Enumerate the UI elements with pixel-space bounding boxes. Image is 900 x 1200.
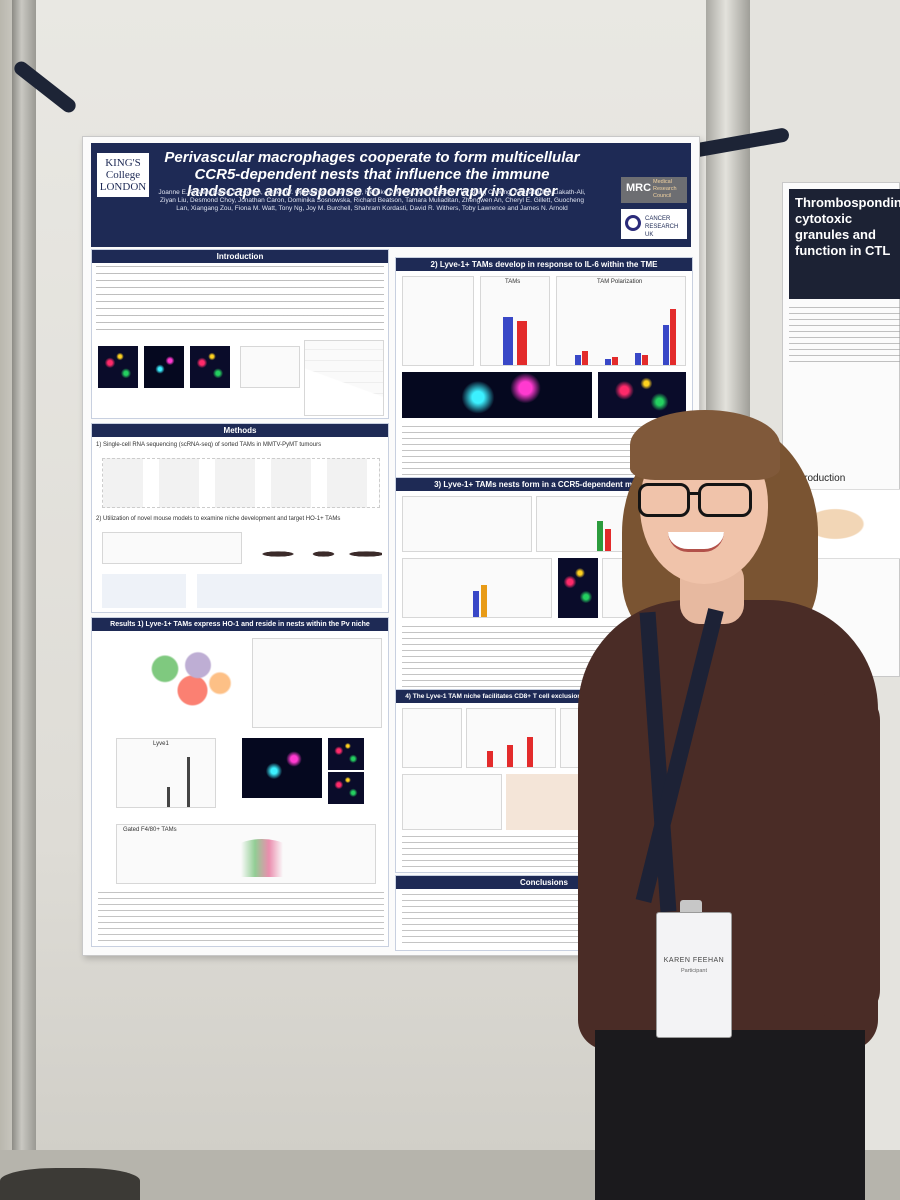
scrnaseq-workflow — [102, 458, 380, 508]
ho1-histogram — [227, 839, 297, 877]
zoom-image-1 — [328, 738, 364, 770]
glasses-bridge — [689, 492, 699, 495]
methods-item-2: 2) Utilization of novel mouse models to … — [96, 516, 341, 522]
section3-charts-a — [402, 496, 532, 552]
bar-green — [597, 521, 603, 551]
results1-caption — [98, 892, 384, 942]
mrc-logo: MRC Medical Research Council — [621, 177, 687, 203]
intro-panel: Introduction — [91, 249, 389, 419]
merge-image — [190, 346, 230, 388]
zoom-image-2 — [328, 772, 364, 804]
bar-4 — [612, 357, 618, 365]
fringe — [630, 410, 780, 480]
section3-microscopy — [558, 558, 598, 618]
ho1-image — [144, 346, 184, 388]
badge-name: KAREN FEEHAN — [663, 957, 725, 964]
results1-panel: Results 1) Lyve-1+ TAMs express HO-1 and… — [91, 617, 389, 947]
section4-diagram-a — [402, 708, 462, 768]
bar-s4-2 — [507, 745, 513, 767]
cruk-icon — [625, 215, 641, 231]
glasses-icon — [638, 483, 690, 517]
trajectory-diagram — [252, 638, 382, 728]
mrc-label: MRC — [626, 182, 652, 194]
bar-5 — [635, 353, 641, 365]
umap-plot — [132, 640, 242, 712]
bar-2 — [582, 351, 588, 365]
badge-role: Participant — [681, 968, 707, 974]
arm — [810, 690, 880, 1020]
tam-polarization-chart: TAM Polarization — [556, 276, 686, 366]
section3-heading: 3) Lyve-1+ TAMs nests form in a CCR5-dep… — [396, 478, 692, 491]
second-poster-authors — [789, 307, 900, 367]
tams-bar-ho1-neg — [503, 317, 513, 365]
tam-polarization-label: TAM Polarization — [597, 279, 643, 285]
f480-image — [98, 346, 138, 388]
kings-college-logo: KING'S College LONDON — [97, 153, 149, 197]
tams-bar-ho1-pos — [517, 321, 527, 365]
cancer-research-uk-logo: CANCER RESEARCH UK — [621, 209, 687, 239]
glasses-lens-right — [698, 483, 752, 517]
bar-6 — [642, 355, 648, 365]
bar-7 — [663, 325, 669, 365]
lyve1-peak — [187, 757, 190, 807]
smile — [668, 532, 724, 552]
tumour-growth-chart — [304, 340, 384, 416]
lyve1-expression-chart: Lyve1 — [116, 738, 216, 808]
bag — [0, 1168, 140, 1200]
bar-8 — [670, 309, 676, 365]
mouse-models — [252, 536, 382, 566]
bar-red — [605, 529, 611, 551]
bar-1 — [575, 355, 581, 365]
lyve1-label: Lyve1 — [153, 741, 169, 747]
mrc-subtitle: Medical Research Council — [653, 179, 677, 199]
intro-heading: Introduction — [92, 250, 388, 263]
poster-header: KING'S College LONDON Perivascular macro… — [91, 143, 691, 247]
methods-panel: Methods 1) Single-cell RNA sequencing (s… — [91, 423, 389, 613]
bar-s4-1 — [487, 751, 493, 767]
poster-title: Perivascular macrophages cooperate to fo… — [164, 149, 580, 200]
gated-label: Gated F4/80+ TAMs — [123, 827, 177, 833]
poster-authors: Joanne E. Anstee, Karen T. Feehan, James… — [158, 189, 586, 212]
section4-chart-d — [402, 774, 502, 830]
gating-plot — [402, 276, 474, 366]
second-poster-title: Thrombospondins cytotoxic granules and f… — [789, 189, 900, 299]
section2-panel: 2) Lyve-1+ TAMs develop in response to I… — [395, 257, 693, 481]
section2-microscopy — [402, 372, 592, 418]
methods-heading: Methods — [92, 424, 388, 437]
intro-text — [96, 266, 384, 336]
cruk-label: CANCER RESEARCH UK — [645, 216, 679, 238]
name-badge: KAREN FEEHAN Participant — [656, 912, 732, 1038]
results1-heading: Results 1) Lyve-1+ TAMs express HO-1 and… — [92, 618, 388, 631]
second-poster-intro: Introduction — [793, 473, 846, 484]
bar-3 — [605, 359, 611, 365]
lyve1-ho1-image — [242, 738, 322, 798]
section2-zoom — [598, 372, 686, 418]
methods-item-1: 1) Single-cell RNA sequencing (scRNA-seq… — [96, 442, 322, 448]
bar-s4-3 — [527, 737, 533, 767]
lyve1-peak-2 — [167, 787, 170, 807]
tams-bar-chart: TAMs — [480, 276, 550, 366]
tams-label: TAMs — [505, 279, 521, 285]
section3-charts-c — [402, 558, 552, 618]
section2-heading: 2) Lyve-1+ TAMs develop in response to I… — [396, 258, 692, 271]
bar-orange-2 — [481, 585, 487, 617]
trousers — [595, 1030, 865, 1200]
spontaneous-model-box — [102, 532, 242, 564]
imaging-workflow — [102, 574, 382, 608]
board-frame-left — [12, 0, 36, 1175]
flow-cytometry-panel: Gated F4/80+ TAMs — [116, 824, 376, 884]
section4-chart-b — [466, 708, 556, 768]
mouse-diagram — [240, 346, 300, 388]
bar-blue — [473, 591, 479, 617]
